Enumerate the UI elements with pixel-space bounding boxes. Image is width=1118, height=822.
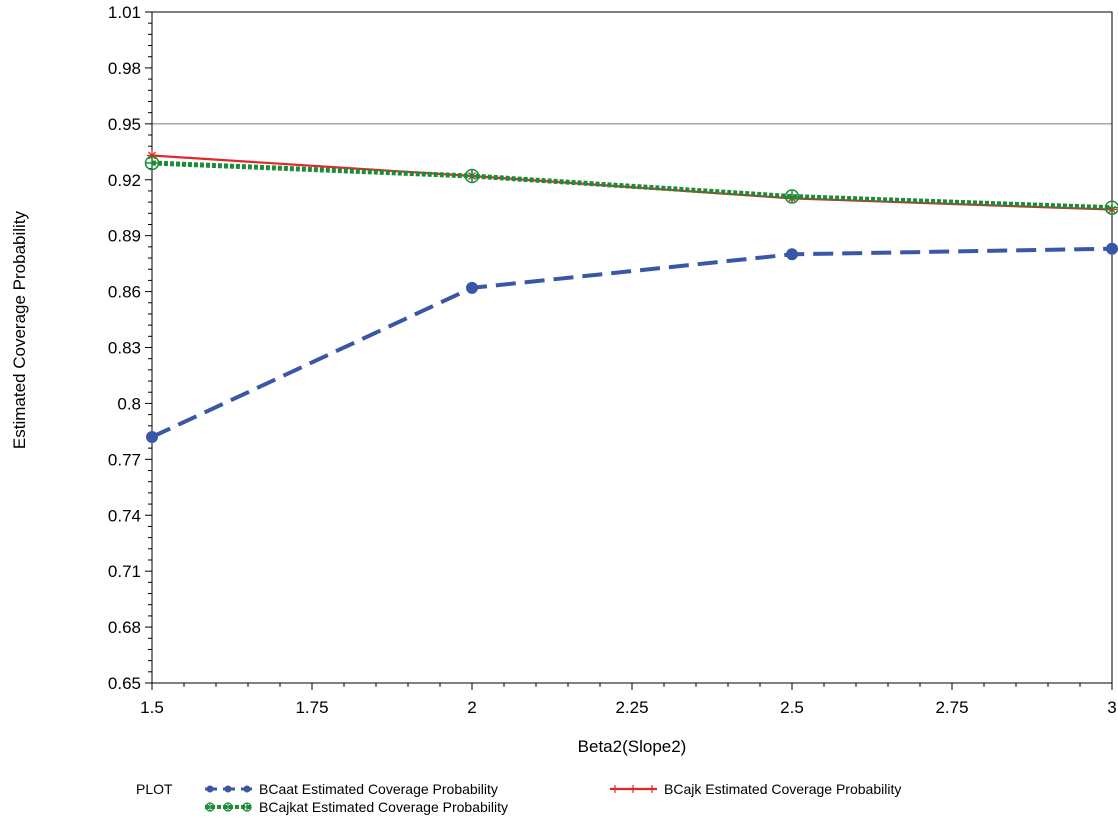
- data-point-s1-3: [786, 248, 798, 261]
- legend-item-2: BCajk Estimated Coverage Probability: [610, 781, 901, 797]
- x-tick-label: 3: [1107, 698, 1116, 717]
- series-line-1: [151, 246, 1113, 439]
- y-tick-label: 0.74: [108, 506, 141, 525]
- y-tick-label: 0.98: [108, 59, 141, 78]
- y-tick-label: 0.95: [108, 115, 141, 134]
- y-tick-label: 0.89: [108, 227, 141, 246]
- x-tick-label: 2.75: [935, 698, 968, 717]
- legend-label-1: BCaat Estimated Coverage Probability: [259, 781, 498, 797]
- y-tick-label: 0.92: [108, 171, 141, 190]
- legend-title: PLOT: [136, 781, 173, 797]
- y-tick-label: 1.01: [108, 3, 141, 22]
- x-tick-label: 2.25: [615, 698, 648, 717]
- axes-layer: 0.65 0.68 0.71 0.74 0.77 0.8 0.83 0.86 0.89 0.92 0…: [108, 3, 1117, 717]
- data-point-s3-3: [784, 189, 800, 204]
- x-axis-label: Beta2(Slope2): [578, 737, 687, 756]
- legend-marker: [243, 785, 251, 793]
- x-tick-label: 1.75: [295, 698, 328, 717]
- x-tick-label: 2.5: [780, 698, 804, 717]
- y-tick-label: 0.83: [108, 339, 141, 358]
- y-tick-label: 0.8: [117, 394, 141, 413]
- series-line-3: [151, 160, 1113, 211]
- legend-marker: [206, 785, 214, 793]
- legend-marker: [224, 785, 232, 793]
- data-point-s1-2: [466, 281, 478, 294]
- data-point-s1-1: [146, 430, 158, 443]
- y-tick-label: 0.71: [108, 562, 141, 581]
- data-point-s1-4: [1106, 242, 1118, 255]
- y-tick-label: 0.86: [108, 283, 141, 302]
- data-point-s3-4: [1104, 200, 1118, 215]
- data-point-s2-1: [147, 150, 157, 161]
- legend-item-3: BCajkat Estimated Coverage Probability: [205, 799, 508, 815]
- legend-item-1: BCaat Estimated Coverage Probability: [205, 781, 498, 797]
- data-point-s3-2: [464, 168, 480, 184]
- legend-label-2: BCajk Estimated Coverage Probability: [664, 781, 901, 797]
- data-point-s3-1: [144, 155, 160, 171]
- y-axis-label: Estimated Coverage Probability: [10, 210, 29, 449]
- y-tick-label: 0.77: [108, 450, 141, 469]
- series-layer: [144, 150, 1118, 443]
- legend: PLOT BCaat Estimated Coverage Probabilit…: [136, 781, 901, 815]
- y-tick-label: 0.68: [108, 618, 141, 637]
- x-tick-label: 1.5: [140, 698, 164, 717]
- legend-label-3: BCajkat Estimated Coverage Probability: [259, 799, 508, 815]
- y-tick-label: 0.65: [108, 674, 141, 693]
- x-tick-label: 2: [467, 698, 476, 717]
- plot-frame: [151, 11, 1113, 684]
